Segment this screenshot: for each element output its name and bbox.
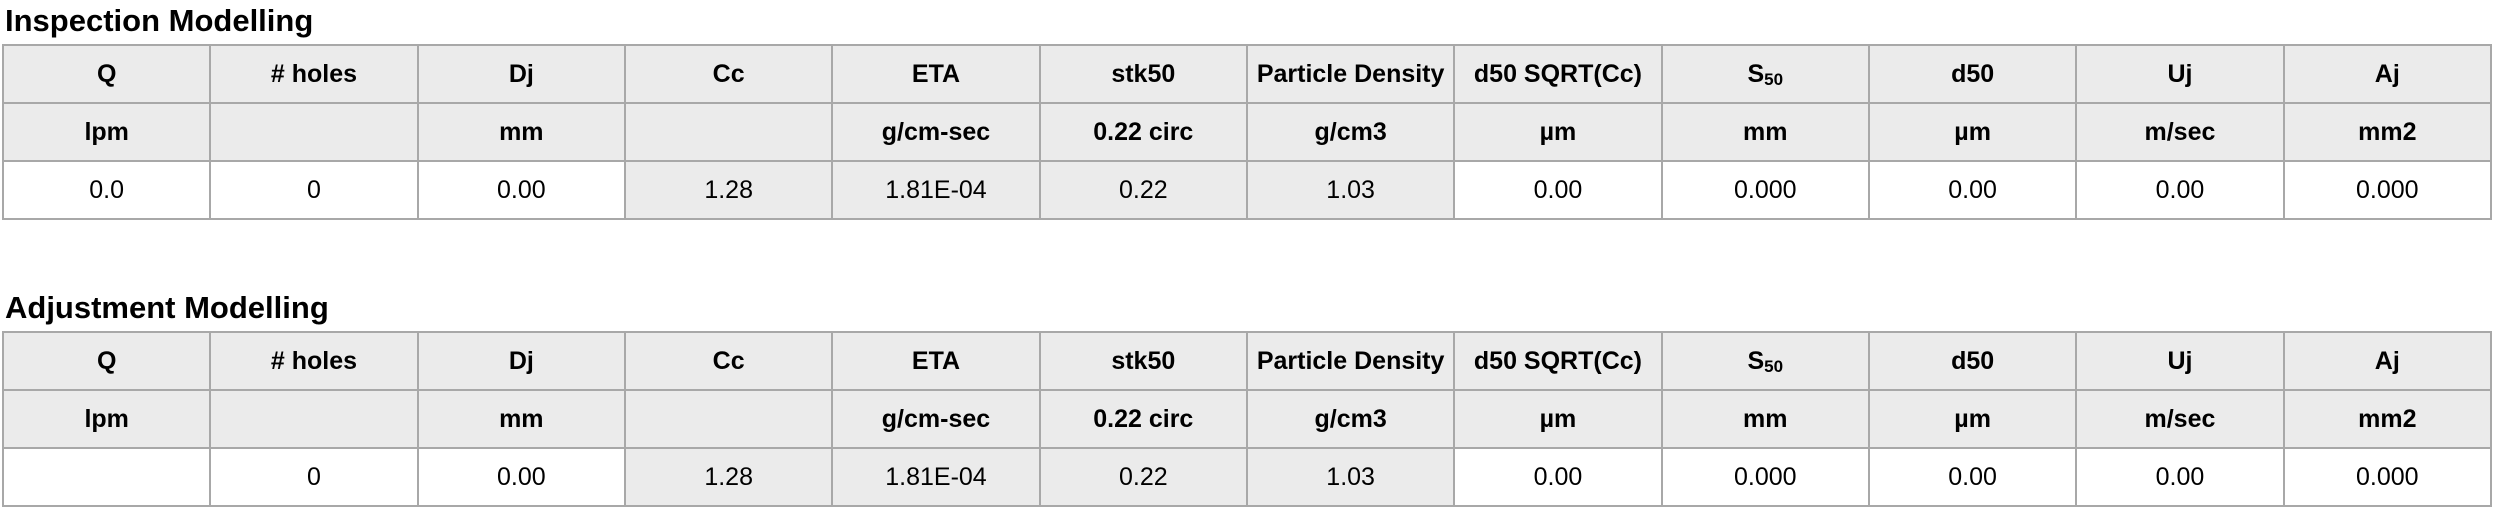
header-row: Q # holes Dj Cc ETA stk50 Particle Density d50 … (1, 331, 2493, 391)
unit-cell-s50: mm (1660, 102, 1870, 162)
value-cell-d50[interactable]: 0.00 (1867, 447, 2078, 507)
unit-cell-stk50: 0.22 circ (1038, 389, 1248, 449)
header-cell-uj: Uj (2075, 44, 2285, 104)
value-cell-q[interactable] (1, 447, 212, 507)
value-cell-stk50[interactable]: 0.22 (1038, 447, 1248, 507)
value-cell-uj[interactable]: 0.00 (2075, 160, 2285, 220)
unit-cell-uj: m/sec (2075, 389, 2285, 449)
value-row: 0 0.00 1.28 1.81E-04 0.22 1.03 0.00 0.000 0.00 0.… (1, 447, 2493, 507)
header-cell-holes: # holes (209, 331, 419, 391)
unit-cell-eta: g/cm-sec (831, 389, 1041, 449)
unit-cell-d50-sqrt-cc: µm (1453, 389, 1663, 449)
header-cell-q: Q (1, 44, 212, 104)
header-cell-cc: Cc (623, 331, 834, 391)
header-cell-holes: # holes (209, 44, 419, 104)
value-cell-d50-sqrt-cc[interactable]: 0.00 (1453, 447, 1663, 507)
header-cell-s50: S50 (1660, 331, 1870, 391)
unit-cell-q: lpm (1, 389, 212, 449)
unit-cell-d50-sqrt-cc: µm (1453, 102, 1663, 162)
adjustment-modelling-table: Q # holes Dj Cc ETA stk50 Particle Density d50 … (1, 331, 2493, 507)
value-cell-d50[interactable]: 0.00 (1867, 160, 2078, 220)
header-cell-d50-sqrt-cc: d50 SQRT(Cc) (1453, 44, 1663, 104)
value-cell-eta[interactable]: 1.81E-04 (831, 447, 1041, 507)
header-cell-s50: S50 (1660, 44, 1870, 104)
value-cell-q[interactable]: 0.0 (1, 160, 212, 220)
value-cell-s50[interactable]: 0.000 (1660, 447, 1870, 507)
value-cell-aj[interactable]: 0.000 (2282, 160, 2493, 220)
unit-cell-aj: mm2 (2282, 389, 2493, 449)
unit-cell-stk50: 0.22 circ (1038, 102, 1248, 162)
unit-cell-s50: mm (1660, 389, 1870, 449)
unit-cell-q: lpm (1, 102, 212, 162)
adjustment-modelling-section: Adjustment Modelling Q # holes Dj Cc ETA stk5… (1, 290, 2493, 507)
header-cell-stk50: stk50 (1038, 44, 1248, 104)
value-row: 0.0 0 0.00 1.28 1.81E-04 0.22 1.03 0.00 0.000 0.0… (1, 160, 2493, 220)
unit-cell-eta: g/cm-sec (831, 102, 1041, 162)
header-cell-d50: d50 (1867, 331, 2078, 391)
unit-cell-dj: mm (416, 389, 626, 449)
unit-cell-holes (209, 389, 419, 449)
header-cell-cc: Cc (623, 44, 834, 104)
header-row: Q # holes Dj Cc ETA stk50 Particle Density d50 … (1, 44, 2493, 104)
header-cell-q: Q (1, 331, 212, 391)
unit-cell-aj: mm2 (2282, 102, 2493, 162)
header-cell-d50: d50 (1867, 44, 2078, 104)
value-cell-dj[interactable]: 0.00 (416, 447, 626, 507)
header-cell-particle-density: Particle Density (1245, 331, 1456, 391)
subscript-label: 50 (1764, 356, 1784, 376)
header-cell-dj: Dj (416, 331, 626, 391)
value-cell-aj[interactable]: 0.000 (2282, 447, 2493, 507)
value-cell-particle-density[interactable]: 1.03 (1245, 447, 1456, 507)
value-cell-particle-density[interactable]: 1.03 (1245, 160, 1456, 220)
inspection-modelling-table: Q # holes Dj Cc ETA stk50 Particle Density d50 … (1, 44, 2493, 220)
header-cell-d50-sqrt-cc: d50 SQRT(Cc) (1453, 331, 1663, 391)
value-cell-uj[interactable]: 0.00 (2075, 447, 2285, 507)
value-cell-cc[interactable]: 1.28 (623, 160, 834, 220)
unit-cell-holes (209, 102, 419, 162)
unit-cell-cc (623, 389, 834, 449)
value-cell-holes[interactable]: 0 (209, 447, 419, 507)
unit-cell-cc (623, 102, 834, 162)
header-cell-particle-density: Particle Density (1245, 44, 1456, 104)
unit-row: lpm mm g/cm-sec 0.22 circ g/cm3 µm mm µm m/sec mm… (1, 102, 2493, 162)
header-cell-eta: ETA (831, 331, 1041, 391)
header-cell-aj: Aj (2282, 331, 2493, 391)
spreadsheet-view: Inspection Modelling Q # holes Dj Cc ETA stk5… (1, 3, 2493, 507)
header-cell-uj: Uj (2075, 331, 2285, 391)
unit-row: lpm mm g/cm-sec 0.22 circ g/cm3 µm mm µm m/sec mm… (1, 389, 2493, 449)
value-cell-eta[interactable]: 1.81E-04 (831, 160, 1041, 220)
value-cell-cc[interactable]: 1.28 (623, 447, 834, 507)
unit-cell-d50: µm (1867, 102, 2078, 162)
value-cell-s50[interactable]: 0.000 (1660, 160, 1870, 220)
header-cell-aj: Aj (2282, 44, 2493, 104)
unit-cell-dj: mm (416, 102, 626, 162)
value-cell-dj[interactable]: 0.00 (416, 160, 626, 220)
subscript-label: 50 (1764, 69, 1784, 89)
header-cell-stk50: stk50 (1038, 331, 1248, 391)
inspection-modelling-section: Inspection Modelling Q # holes Dj Cc ETA stk5… (1, 3, 2493, 220)
value-cell-stk50[interactable]: 0.22 (1038, 160, 1248, 220)
unit-cell-particle-density: g/cm3 (1245, 389, 1456, 449)
value-cell-d50-sqrt-cc[interactable]: 0.00 (1453, 160, 1663, 220)
unit-cell-d50: µm (1867, 389, 2078, 449)
adjustment-modelling-title: Adjustment Modelling (5, 290, 329, 325)
inspection-modelling-title: Inspection Modelling (5, 3, 314, 38)
header-cell-eta: ETA (831, 44, 1041, 104)
header-cell-dj: Dj (416, 44, 626, 104)
unit-cell-particle-density: g/cm3 (1245, 102, 1456, 162)
value-cell-holes[interactable]: 0 (209, 160, 419, 220)
unit-cell-uj: m/sec (2075, 102, 2285, 162)
